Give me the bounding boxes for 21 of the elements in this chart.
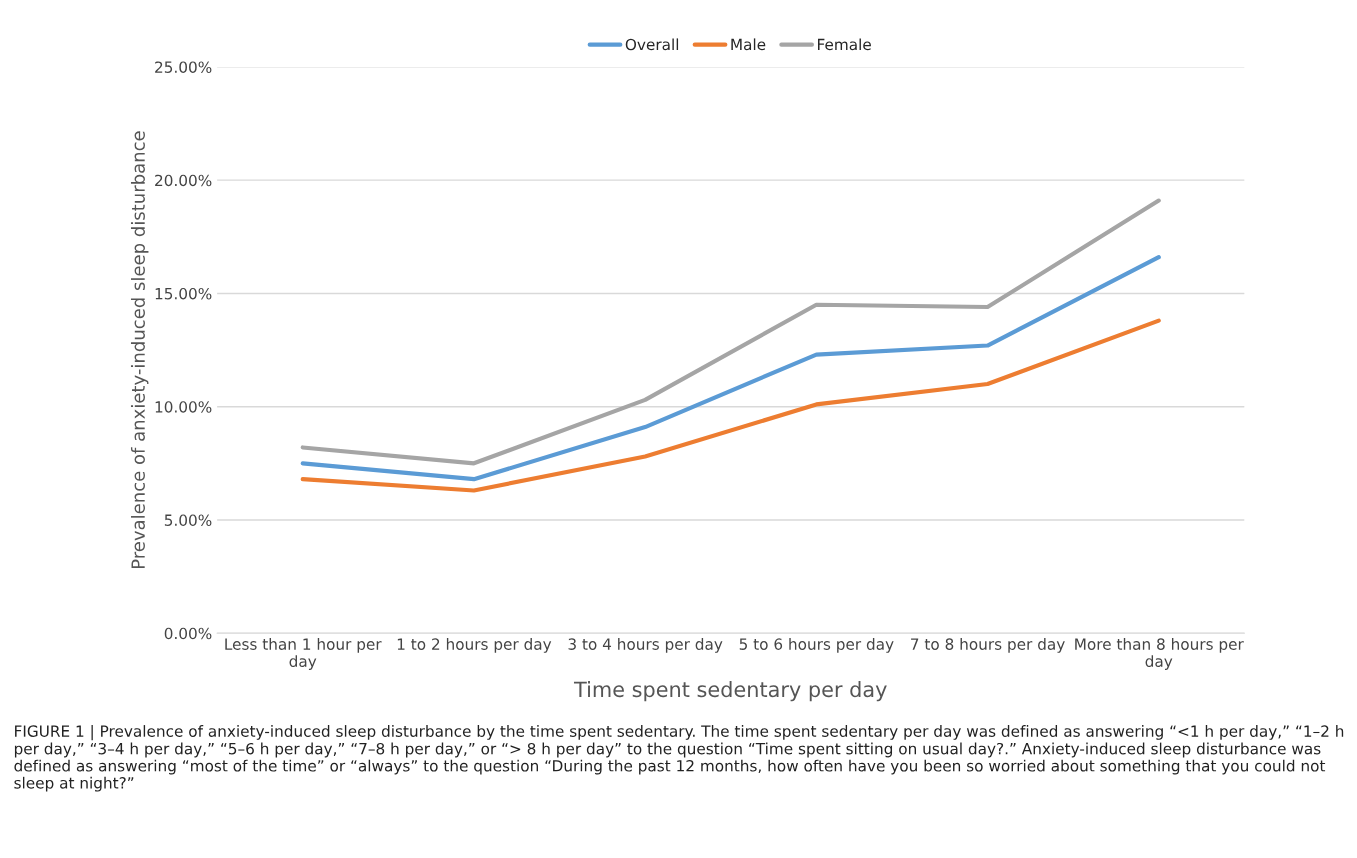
x-tick-label: 5 to 6 hours per day — [739, 638, 894, 653]
line-series — [300, 318, 1161, 493]
line-series — [300, 198, 1161, 466]
y-tick-label: 25.00% — [155, 61, 212, 73]
legend-label: Female — [818, 38, 871, 51]
x-axis-title: Time spent sedentary per day — [573, 681, 887, 702]
legend-label: Male — [731, 38, 766, 51]
line-series — [300, 255, 1161, 482]
caption: FIGURE 1 | Prevalence of anxiety-induced sleep disturbance by the time spent sedentary. The time spent sedentary per day was defined as answering “<1 h per day,” “1–2 h per day,” “3–4 h per day,” “5–6 h per day,” “7–8 h per day,” or “> 8 h per day” to the question “Time spent sitting on usual day?.” Anxiety-induced sleep disturbance was defined as answering “most of the time” or “always” to the question “During the past 12 months, how often have you been so worried about something that you could not sleep at night?” — [14, 725, 1344, 792]
y-tick-label: 15.00% — [155, 287, 212, 300]
x-tick-label: 3 to 4 hours per day — [568, 638, 723, 653]
y-tick-label: 10.00% — [155, 401, 212, 413]
y-tick-label: 5.00% — [164, 514, 212, 526]
x-tick-label: 1 to 2 hours per day — [397, 638, 552, 653]
x-tick-label: Less than 1 hour per day — [225, 638, 382, 670]
legend-label: Overall — [625, 38, 679, 51]
x-tick-label: 7 to 8 hours per day — [911, 638, 1065, 653]
x-tick-label: More than 8 hours per day — [1075, 638, 1244, 670]
y-axis-title: Prevalence of anxiety-induced sleep disturbance — [130, 131, 149, 569]
y-tick-label: 20.00% — [155, 174, 212, 187]
y-tick-label: 0.00% — [164, 627, 212, 640]
